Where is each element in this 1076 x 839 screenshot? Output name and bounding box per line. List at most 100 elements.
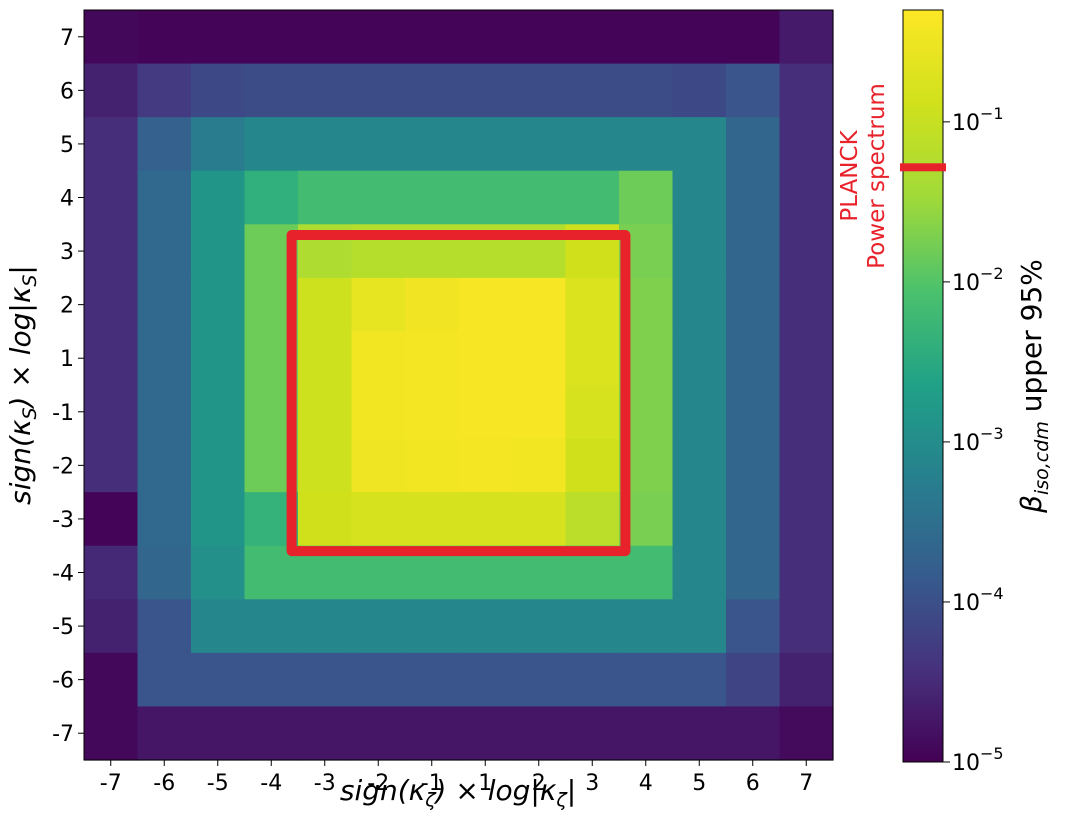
y-tick-label: 5 xyxy=(60,133,74,158)
heatmap-cell xyxy=(512,706,567,761)
heatmap-cell xyxy=(672,706,727,761)
heatmap-cell xyxy=(191,117,246,172)
heatmap-cell xyxy=(726,63,781,118)
heatmap-cell xyxy=(565,385,620,440)
heatmap-cell xyxy=(779,224,834,279)
heatmap-cell xyxy=(351,706,406,761)
planck-annotation: PLANCK Power spectrum xyxy=(837,83,890,269)
heatmap-cell xyxy=(619,652,674,708)
heatmap-cell xyxy=(458,170,513,225)
heatmap-cell xyxy=(405,492,460,547)
heatmap-cell xyxy=(191,706,246,761)
x-tick-label: 5 xyxy=(692,771,706,796)
heatmap-cell xyxy=(779,706,834,761)
y-tick-label: 1 xyxy=(60,347,74,372)
heatmap-cell xyxy=(84,170,139,225)
heatmap-cell xyxy=(84,117,139,172)
heatmap-cell xyxy=(84,652,139,708)
heatmap-cell xyxy=(672,170,727,225)
heatmap-cell xyxy=(619,706,674,761)
heatmap-cell xyxy=(672,117,727,172)
heatmap-cell xyxy=(298,599,353,654)
heatmap-cell xyxy=(298,331,353,386)
y-axis: 7 6 5 4 3 2 1 -1 -2 -3 -4 -5 -6 -7 xyxy=(52,26,84,747)
heatmap-cell xyxy=(672,224,727,279)
heatmap-cell xyxy=(84,545,139,600)
heatmap-cell xyxy=(84,385,139,440)
heatmap-cell xyxy=(726,438,781,493)
colorbar-tick-label: 10−5 xyxy=(952,744,1004,776)
colorbar-tick-label: 10−4 xyxy=(952,584,1004,616)
heatmap-cell xyxy=(779,277,834,333)
heatmap-cell xyxy=(137,599,192,654)
heatmap-cell xyxy=(458,438,513,493)
heatmap-cell xyxy=(244,10,299,65)
heatmap-cell xyxy=(779,652,834,708)
heatmap-cell xyxy=(512,492,567,547)
heatmap-cell xyxy=(137,492,192,547)
heatmap-cell xyxy=(512,63,567,118)
y-tick-label: -3 xyxy=(52,508,74,533)
heatmap-cell xyxy=(137,385,192,440)
colorbar-ticks: 10−1 10−2 10−3 10−4 10−5 xyxy=(943,104,1004,776)
heatmap-cell xyxy=(405,385,460,440)
heatmap-cell xyxy=(512,385,567,440)
heatmap-cell xyxy=(405,331,460,386)
colorbar-label: βiso,cdm upper 95% xyxy=(1015,259,1053,514)
heatmap-cell xyxy=(458,385,513,440)
y-tick-label: -1 xyxy=(52,401,74,426)
heatmap-cell xyxy=(672,492,727,547)
heatmap-cell xyxy=(351,170,406,225)
heatmap-cell xyxy=(405,10,460,65)
heatmap-cell xyxy=(137,170,192,225)
heatmap-cell xyxy=(84,706,139,761)
heatmap-cell xyxy=(672,331,727,386)
heatmap-cell xyxy=(84,277,139,333)
heatmap-cell xyxy=(619,170,674,225)
annotation-line-2: Power spectrum xyxy=(864,83,890,269)
heatmap-cell xyxy=(565,599,620,654)
heatmap-cell xyxy=(137,438,192,493)
y-tick-label: -2 xyxy=(52,454,74,479)
heatmap-cell xyxy=(458,277,513,333)
heatmap-cell xyxy=(351,652,406,708)
heatmap-cell xyxy=(779,10,834,65)
heatmap-cell xyxy=(191,492,246,547)
heatmap-cell xyxy=(191,385,246,440)
y-tick-label: -6 xyxy=(52,669,74,694)
heatmap-cell xyxy=(405,706,460,761)
heatmap-cell xyxy=(191,652,246,708)
heatmap-cell xyxy=(191,545,246,600)
x-tick-label: 4 xyxy=(639,771,653,796)
heatmap-cell xyxy=(672,652,727,708)
heatmap-cell xyxy=(458,599,513,654)
heatmap-cell xyxy=(84,438,139,493)
heatmap-cell xyxy=(191,438,246,493)
heatmap-cell xyxy=(298,652,353,708)
heatmap-cell xyxy=(779,438,834,493)
colorbar-gradient xyxy=(903,10,943,762)
heatmap-cell xyxy=(351,438,406,493)
heatmap-cell xyxy=(726,706,781,761)
heatmap-cell xyxy=(512,438,567,493)
heatmap-cell xyxy=(458,63,513,118)
x-tick-label: 3 xyxy=(585,771,599,796)
heatmap-cell xyxy=(298,385,353,440)
heatmap-cell xyxy=(244,599,299,654)
heatmap-cell xyxy=(351,117,406,172)
heatmap-cell xyxy=(458,331,513,386)
x-tick-label: 2 xyxy=(532,771,546,796)
x-axis: -7 -6 -5 -4 -3 -2 -1 1 2 3 4 5 6 7 xyxy=(100,760,813,796)
plot-frame xyxy=(83,9,834,761)
y-tick-label: 6 xyxy=(60,79,74,104)
colorbar-tick-label: 10−2 xyxy=(952,264,1004,296)
heatmap-cell xyxy=(84,224,139,279)
heatmap-cell xyxy=(726,545,781,600)
heatmap-cell xyxy=(619,117,674,172)
x-tick-label: -7 xyxy=(100,771,122,796)
heatmap-cell xyxy=(565,170,620,225)
colorbar-tick-label: 10−3 xyxy=(952,424,1004,456)
heatmap-cell xyxy=(191,599,246,654)
heatmap-cell xyxy=(298,10,353,65)
